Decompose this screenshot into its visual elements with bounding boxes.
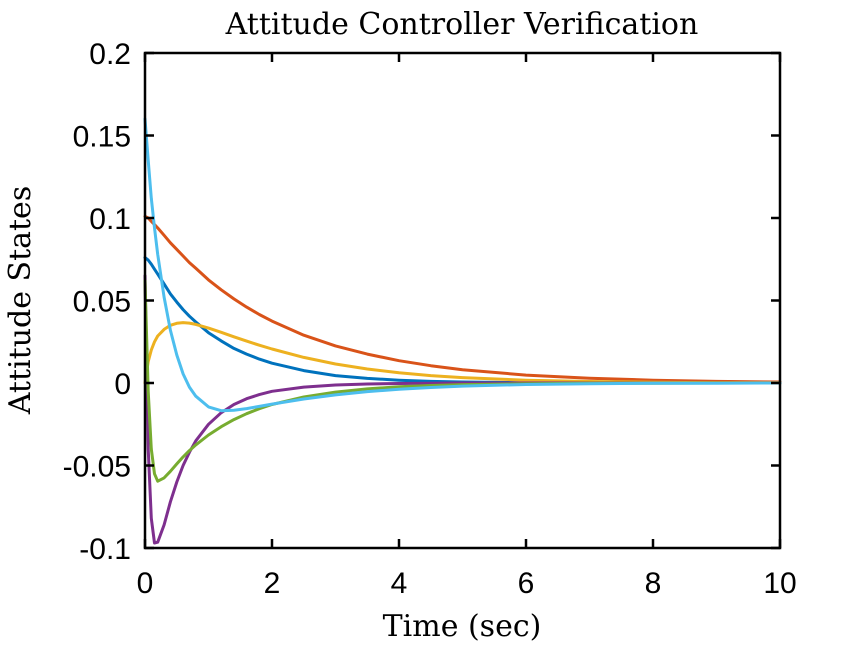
y-tick-label: -0.05	[63, 451, 131, 484]
x-tick-label: 6	[518, 567, 535, 600]
y-tick-label: 0.1	[89, 203, 131, 236]
x-tick-label: 0	[137, 567, 154, 600]
y-tick-label: -0.1	[79, 533, 131, 566]
y-tick-label: 0.15	[73, 121, 131, 154]
plot-area	[145, 53, 780, 548]
y-tick-label: 0.2	[89, 38, 131, 71]
plot-background	[145, 53, 780, 548]
x-axis-label: Time (sec)	[383, 609, 542, 644]
series-layer	[143, 117, 782, 545]
y-tick-label: 0.05	[73, 286, 131, 319]
y-axis-label: Attitude States	[3, 186, 38, 415]
series-line-3	[143, 321, 782, 385]
x-tick-label: 4	[391, 567, 408, 600]
x-tick-label: 10	[763, 567, 796, 600]
series-line-2	[143, 214, 782, 384]
x-tick-label: 8	[645, 567, 662, 600]
y-tick-label: 0	[114, 368, 131, 401]
series-line-6	[143, 117, 782, 413]
x-tick-label: 2	[264, 567, 281, 600]
chart-title: Attitude Controller Verification	[225, 7, 699, 42]
axes-layer: 0 2 4 6 8 10 -0.1 -0.05 0 0.05 0.1 0.15 0.2	[63, 38, 797, 600]
